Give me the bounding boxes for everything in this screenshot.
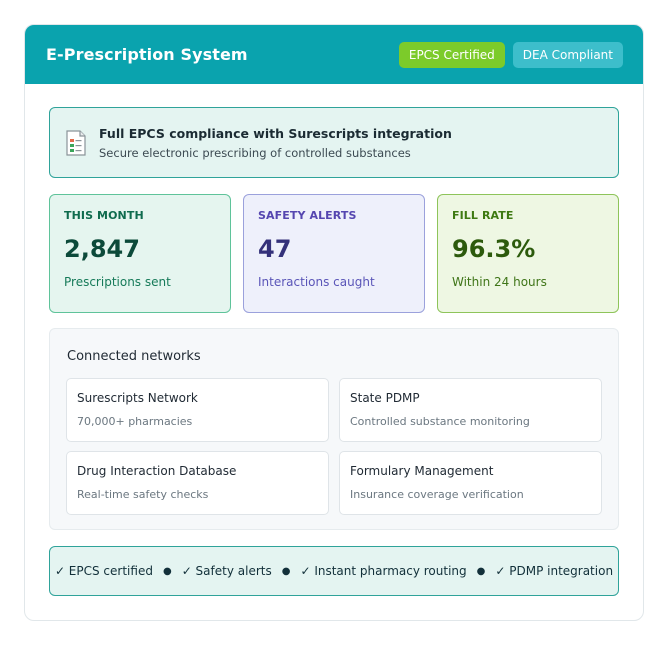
stat-card-safety-alerts: SAFETY ALERTS 47 Interactions caught [243, 194, 425, 313]
network-description: Insurance coverage verification [350, 488, 524, 501]
section-title: Connected networks [67, 349, 201, 364]
network-card-formulary[interactable]: Formulary Management Insurance coverage … [339, 451, 602, 515]
network-name: State PDMP [350, 391, 420, 405]
feature-item: ✓ Safety alerts [181, 564, 272, 578]
banner-title: Full EPCS compliance with Surescripts in… [99, 125, 452, 141]
eprescription-card: E-Prescription System EPCS Certified DEA… [24, 24, 644, 621]
network-card-surescripts[interactable]: Surescripts Network 70,000+ pharmacies [66, 378, 329, 442]
stat-caption: Prescriptions sent [64, 275, 171, 289]
network-name: Drug Interaction Database [77, 464, 237, 478]
banner-text: Full EPCS compliance with Surescripts in… [99, 126, 452, 160]
stat-label: FILL RATE [452, 209, 514, 222]
network-card-state-pdmp[interactable]: State PDMP Controlled substance monitori… [339, 378, 602, 442]
stat-caption: Interactions caught [258, 275, 375, 289]
network-description: 70,000+ pharmacies [77, 415, 193, 428]
connected-networks-panel: Connected networks Surescripts Network 7… [49, 328, 619, 530]
network-description: Controlled substance monitoring [350, 415, 530, 428]
stat-card-this-month: THIS MONTH 2,847 Prescriptions sent [49, 194, 231, 313]
network-card-drug-interaction[interactable]: Drug Interaction Database Real-time safe… [66, 451, 329, 515]
stat-label: SAFETY ALERTS [258, 209, 357, 222]
dea-compliant-badge: DEA Compliant [512, 41, 623, 68]
stat-caption: Within 24 hours [452, 275, 547, 289]
stat-card-fill-rate: FILL RATE 96.3% Within 24 hours [437, 194, 619, 313]
stat-value: 96.3% [452, 235, 536, 263]
feature-summary-bar: ✓ EPCS certified ● ✓ Safety alerts ● ✓ I… [49, 546, 619, 596]
stat-value: 2,847 [64, 235, 140, 263]
network-name: Surescripts Network [77, 391, 198, 405]
feature-item: ✓ PDMP integration [495, 564, 614, 578]
stat-value: 47 [258, 235, 292, 263]
epcs-certified-badge: EPCS Certified [398, 41, 505, 68]
prescription-document-icon [66, 129, 86, 156]
bullet-separator: ● [476, 565, 486, 577]
page-title: E-Prescription System [46, 45, 248, 64]
header-bar: E-Prescription System EPCS Certified DEA… [25, 25, 643, 84]
compliance-banner: Full EPCS compliance with Surescripts in… [49, 107, 619, 178]
banner-subtitle: Secure electronic prescribing of control… [99, 145, 411, 160]
bullet-separator: ● [281, 565, 291, 577]
feature-item: ✓ Instant pharmacy routing [300, 564, 467, 578]
bullet-separator: ● [162, 565, 172, 577]
network-name: Formulary Management [350, 464, 494, 478]
stat-label: THIS MONTH [64, 209, 144, 222]
feature-item: ✓ EPCS certified [54, 564, 153, 578]
network-description: Real-time safety checks [77, 488, 209, 501]
badge-group: EPCS Certified DEA Compliant [398, 41, 623, 68]
